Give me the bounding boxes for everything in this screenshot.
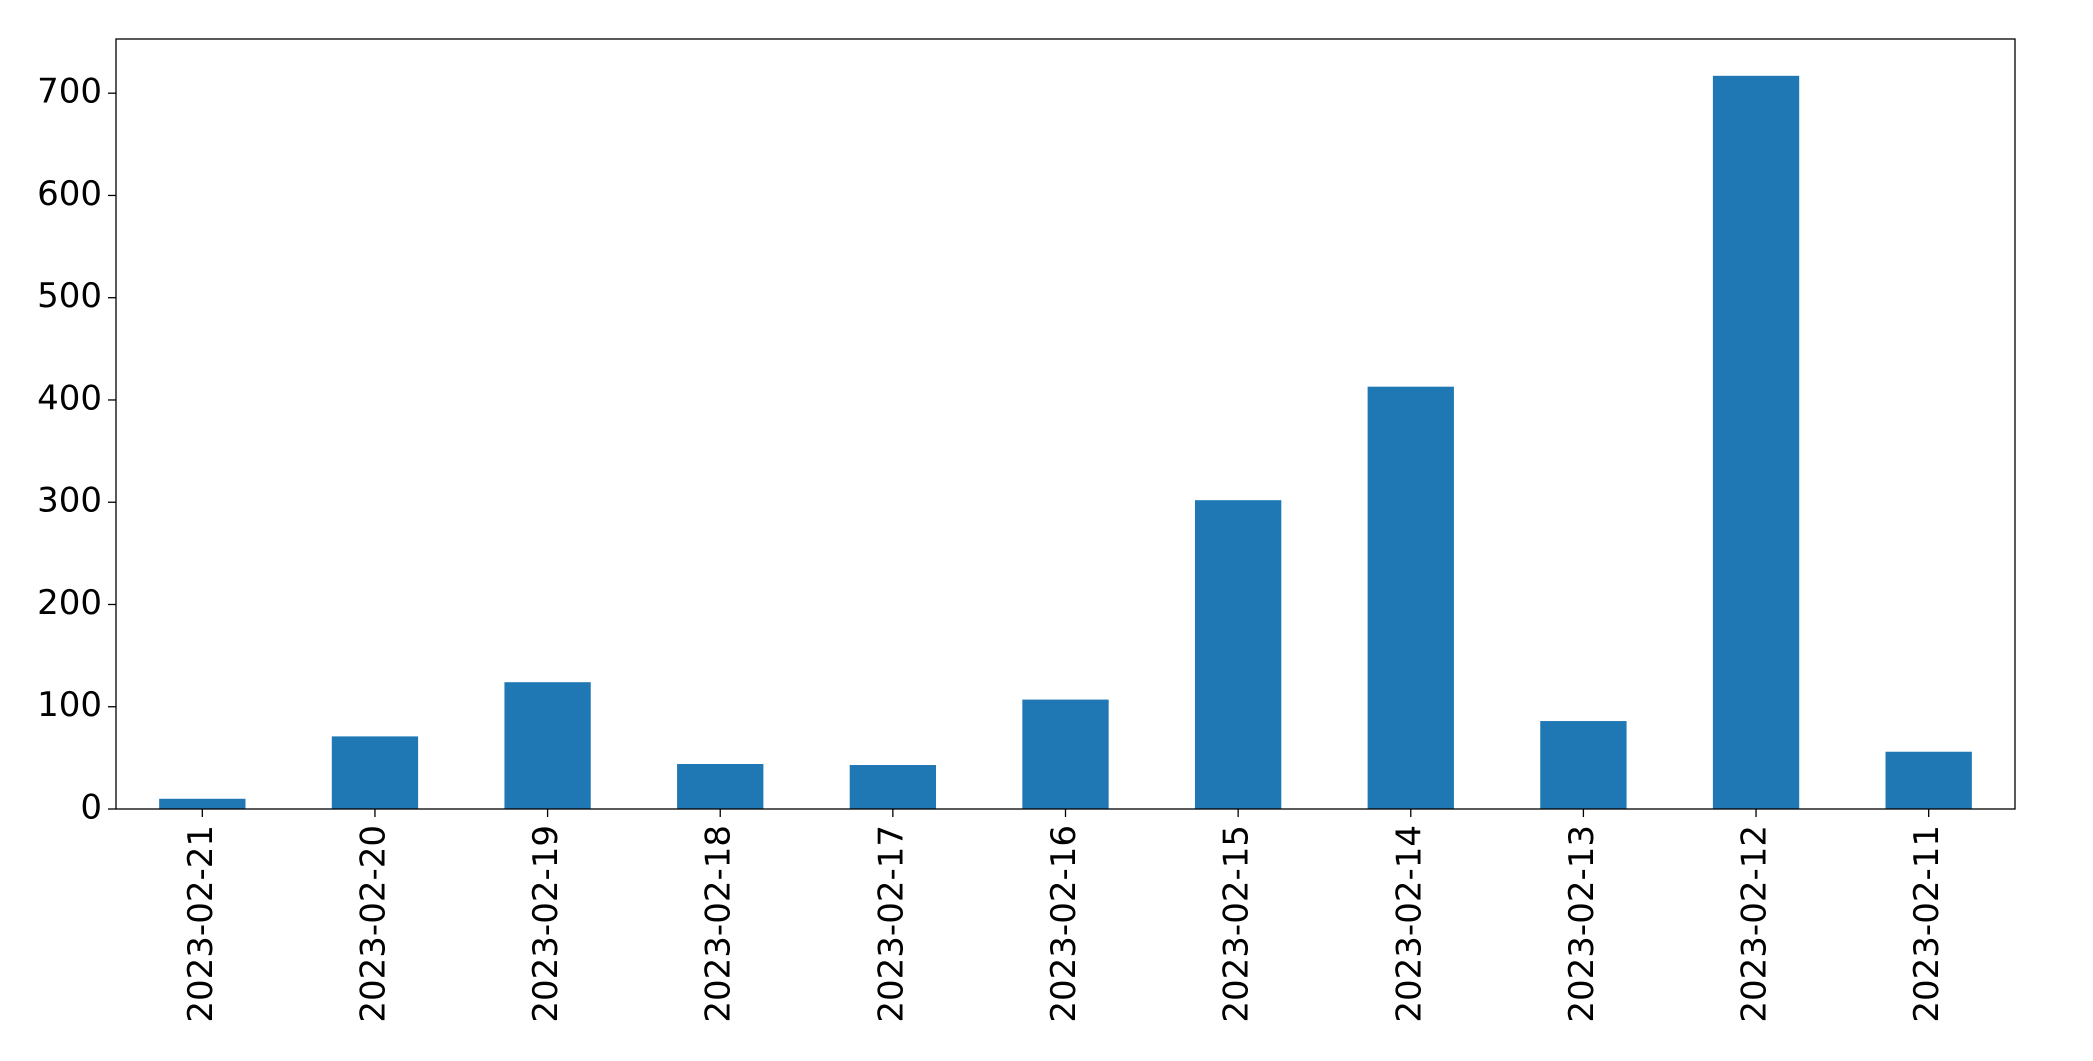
bar (331, 736, 419, 809)
y-tick-label: 200 (37, 583, 102, 623)
x-tick-label: 2023-02-11 (1907, 825, 1947, 1023)
x-tick-label: 2023-02-17 (871, 825, 911, 1023)
bar (1540, 721, 1627, 809)
y-tick-label: 500 (37, 276, 102, 316)
bar (677, 764, 764, 809)
bar (504, 682, 591, 809)
y-tick-label: 0 (80, 788, 102, 828)
bar (1022, 699, 1109, 809)
plot-frame (115, 38, 2016, 810)
x-tick-label: 2023-02-18 (699, 825, 739, 1023)
bar (1885, 751, 1972, 809)
y-tick-label: 700 (37, 72, 102, 112)
bar (159, 798, 246, 809)
bar (1194, 500, 1282, 809)
x-tick-label: 2023-02-12 (1735, 825, 1775, 1023)
x-tick-label: 2023-02-21 (181, 825, 221, 1023)
y-tick-label: 600 (37, 174, 102, 214)
x-tick-label: 2023-02-14 (1389, 825, 1429, 1023)
x-tick-label: 2023-02-13 (1562, 825, 1602, 1023)
bar (1712, 75, 1800, 810)
y-tick-label: 300 (37, 481, 102, 521)
x-tick-label: 2023-02-20 (353, 825, 393, 1023)
y-tick-label: 100 (37, 685, 102, 725)
x-tick-label: 2023-02-16 (1044, 825, 1084, 1023)
y-tick-label: 400 (37, 378, 102, 418)
bar (1367, 386, 1454, 809)
x-tick-label: 2023-02-15 (1217, 825, 1257, 1023)
bar (849, 765, 937, 809)
x-tick-label: 2023-02-19 (526, 825, 566, 1023)
